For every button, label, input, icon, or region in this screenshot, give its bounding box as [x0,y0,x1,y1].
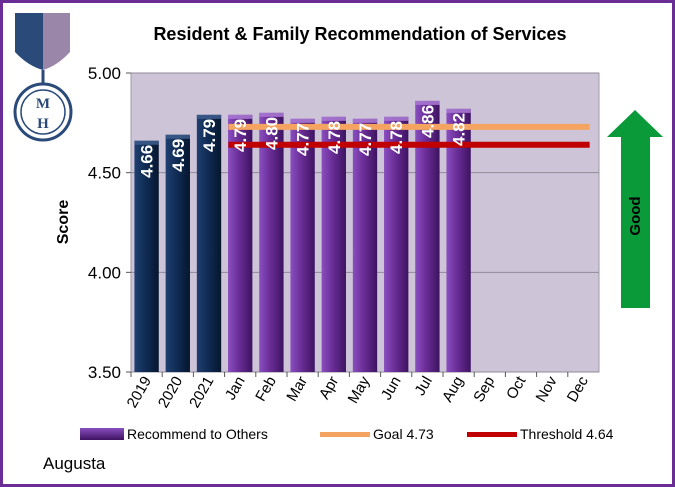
legend-goal: Goal 4.73 [320,425,434,443]
bar-data-label: 4.77 [294,123,313,156]
x-tick-label: Dec [564,373,592,405]
bar-data-label: 4.86 [418,105,437,138]
bar [321,116,346,372]
legend-goal-label: Goal 4.73 [373,426,434,442]
legend-threshold-swatch [467,431,517,437]
bar-data-label: 4.78 [325,121,344,154]
y-tick-label: 4.50 [88,164,121,183]
y-axis-ticks: 3.50 4.00 4.50 5.00 [88,64,131,382]
bar-data-label: 4.78 [387,121,406,154]
legend-series: Recommend to Others [80,425,268,443]
chart-title: Resident & Family Recommendation of Serv… [153,24,566,44]
bar-data-label: 4.77 [356,123,375,156]
bar-data-label: 4.69 [169,139,188,172]
x-tick-label: Jun [378,374,405,403]
x-tick-label: Feb [252,374,280,405]
bars [134,100,471,373]
x-tick-label: 2020 [155,374,186,411]
bar [290,118,315,372]
reference-lines [228,123,590,148]
y-tick-label: 5.00 [88,64,121,83]
bar-data-label: 4.82 [450,113,469,146]
x-tick-label: May [345,373,374,406]
bar-data-label: 4.79 [231,119,250,152]
bar-top [165,134,190,139]
y-tick-label: 3.50 [88,363,121,382]
bar-labels: 4.66 4.69 4.79 4.79 4.80 4.77 4.78 4.77 4.78 4.86… [138,105,469,178]
x-tick-label: Nov [533,373,561,405]
bar-top [259,112,284,117]
bar-top [446,108,471,113]
y-axis-label: Score [55,200,72,245]
bar-top [384,116,409,121]
bar [415,100,440,372]
bar [259,112,284,372]
x-tick-label: Jul [412,374,436,399]
bar-top [228,114,253,119]
x-tick-label: Jan [222,374,249,403]
good-indicator-label: Good [627,196,644,235]
bar-top [415,100,440,105]
location-label: Augusta [43,454,106,473]
bar [196,114,222,373]
legend-series-label: Recommend to Others [127,426,268,442]
good-arrow: Good [607,110,663,308]
x-tick-label: Aug [439,374,467,406]
bar [134,140,159,372]
bar-data-label: 4.66 [138,145,157,178]
legend-threshold: Threshold 4.64 [467,425,613,443]
bar-top [290,118,315,123]
bar-top [134,140,159,145]
legend-threshold-label: Threshold 4.64 [520,426,614,442]
legend-goal-swatch [320,431,370,437]
x-tick-label: 2019 [124,374,155,411]
x-tick-label: Apr [316,373,342,402]
bar-top [352,118,378,123]
logo-letter-h: H [37,116,49,132]
y-tick-label: 4.00 [88,263,121,282]
bar-top [321,116,346,121]
bar-top [196,114,222,119]
x-tick-label: Mar [283,374,311,405]
bar [165,134,190,372]
x-tick-label: Sep [470,374,498,406]
x-tick-label: 2021 [186,374,217,411]
bar-data-label: 4.80 [262,117,281,150]
bar [352,118,378,372]
bar [384,116,409,372]
legend-series-swatch [80,428,124,440]
x-tick-label: Oct [503,373,530,402]
logo: M H [13,13,73,142]
bar-data-label: 4.79 [200,119,219,152]
bar [228,114,253,373]
x-axis-ticks: 2019 2020 2021 Jan Feb Mar Apr May Jun Jul Aug Sep O… [124,372,592,411]
logo-letter-m: M [36,96,50,112]
bar [446,108,471,372]
